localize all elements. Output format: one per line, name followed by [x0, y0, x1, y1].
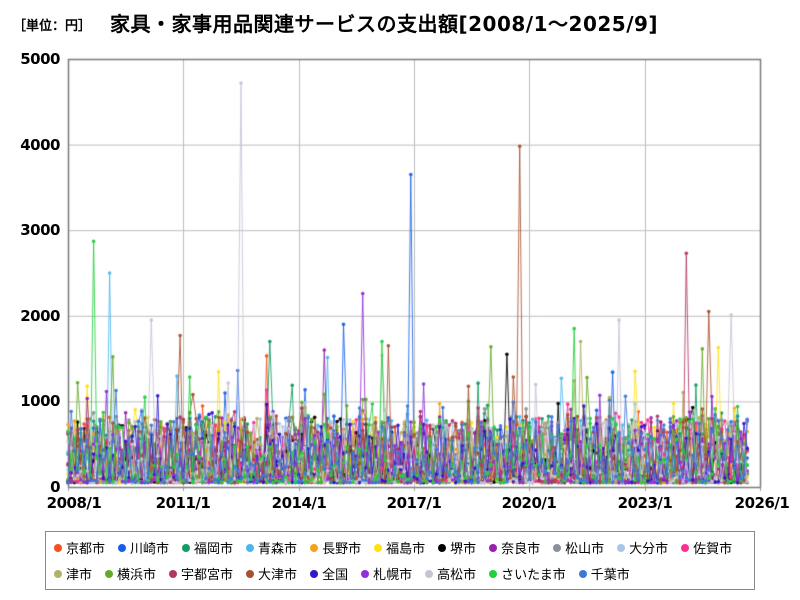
- legend-label: 長野市: [322, 542, 362, 557]
- x-tick-label: 2008/1: [46, 494, 102, 512]
- legend-label: 横浜市: [117, 568, 157, 583]
- legend-item: 千葉市: [578, 564, 630, 583]
- x-tick-label: 2014/1: [271, 494, 327, 512]
- legend-item: 札幌市: [361, 564, 412, 583]
- legend-item: 京都市: [54, 538, 105, 557]
- legend-item: さいたま市: [489, 564, 566, 583]
- legend-marker-icon: [54, 543, 62, 552]
- legend-item: 高松市: [425, 564, 476, 583]
- legend-item: 松山市: [553, 538, 604, 557]
- legend-marker-icon: [578, 569, 587, 578]
- legend-label: 宇都宮市: [181, 568, 234, 583]
- legend-label: 松山市: [565, 542, 605, 557]
- legend-marker-icon: [489, 569, 498, 578]
- legend-label: 高松市: [437, 568, 477, 583]
- legend-label: 大分市: [629, 542, 669, 557]
- legend-marker-icon: [105, 569, 114, 578]
- x-tick-label: 2026/1: [734, 494, 790, 512]
- y-tick-label: 2000: [20, 307, 60, 325]
- legend-marker-icon: [617, 543, 626, 552]
- legend-item: 川崎市: [118, 538, 169, 557]
- legend-marker-icon: [361, 569, 370, 578]
- legend-marker-icon: [489, 543, 498, 552]
- y-tick-label: 1000: [20, 392, 60, 410]
- x-tick-label: 2011/1: [155, 494, 211, 512]
- legend-label: さいたま市: [501, 568, 566, 583]
- legend-marker-icon: [246, 543, 255, 552]
- legend-item: 福島市: [374, 538, 425, 557]
- legend-label: 福島市: [386, 542, 426, 557]
- legend-marker-icon: [425, 569, 434, 578]
- legend-marker-icon: [310, 543, 319, 552]
- legend-row-2: 津市 横浜市 宇都宮市 大津市 全国 札幌市 高松市 さいたま市 千葉市: [54, 561, 746, 587]
- legend-marker-icon: [438, 543, 447, 552]
- x-tick-label: 2017/1: [386, 494, 442, 512]
- legend-marker-icon: [553, 543, 562, 552]
- y-tick-label: 5000: [20, 50, 60, 68]
- y-tick-label: 4000: [20, 136, 60, 154]
- legend-label: 全国: [322, 568, 349, 583]
- legend-label: 千葉市: [590, 568, 630, 583]
- y-tick-label: 0: [50, 478, 60, 496]
- legend-item: 全国: [310, 564, 348, 583]
- legend-marker-icon: [54, 569, 62, 578]
- legend-label: 青森市: [258, 542, 298, 557]
- legend-item: 津市: [54, 564, 92, 583]
- legend-label: 札幌市: [373, 568, 413, 583]
- legend-marker-icon: [118, 543, 127, 552]
- legend-item: 大津市: [246, 564, 297, 583]
- legend-label: 津市: [66, 568, 93, 583]
- legend-marker-icon: [182, 543, 191, 552]
- legend-label: 川崎市: [130, 542, 170, 557]
- legend-box: 京都市 川崎市 福岡市 青森市 長野市 福島市 堺市 奈良市 松山市 大分市 佐…: [45, 531, 755, 590]
- legend-row-1: 京都市 川崎市 福岡市 青森市 長野市 福島市 堺市 奈良市 松山市 大分市 佐…: [54, 535, 746, 561]
- legend-label: 堺市: [450, 542, 477, 557]
- legend-label: 大津市: [258, 568, 298, 583]
- legend-marker-icon: [374, 543, 383, 552]
- legend-label: 佐賀市: [693, 542, 733, 557]
- legend-label: 福岡市: [194, 542, 234, 557]
- legend-item: 宇都宮市: [169, 564, 233, 583]
- legend-marker-icon: [681, 543, 690, 552]
- legend-item: 奈良市: [489, 538, 540, 557]
- x-tick-label: 2020/1: [501, 494, 557, 512]
- legend-item: 堺市: [438, 538, 476, 557]
- legend-marker-icon: [169, 569, 178, 578]
- legend-marker-icon: [246, 569, 255, 578]
- y-tick-label: 3000: [20, 221, 60, 239]
- legend-label: 京都市: [66, 542, 106, 557]
- legend-item: 大分市: [617, 538, 668, 557]
- legend-item: 佐賀市: [681, 538, 732, 557]
- legend-marker-icon: [310, 569, 319, 578]
- legend-item: 長野市: [310, 538, 361, 557]
- legend-item: 福岡市: [182, 538, 233, 557]
- legend-item: 横浜市: [105, 564, 156, 583]
- legend-label: 奈良市: [501, 542, 541, 557]
- x-tick-label: 2023/1: [617, 494, 673, 512]
- legend-item: 青森市: [246, 538, 297, 557]
